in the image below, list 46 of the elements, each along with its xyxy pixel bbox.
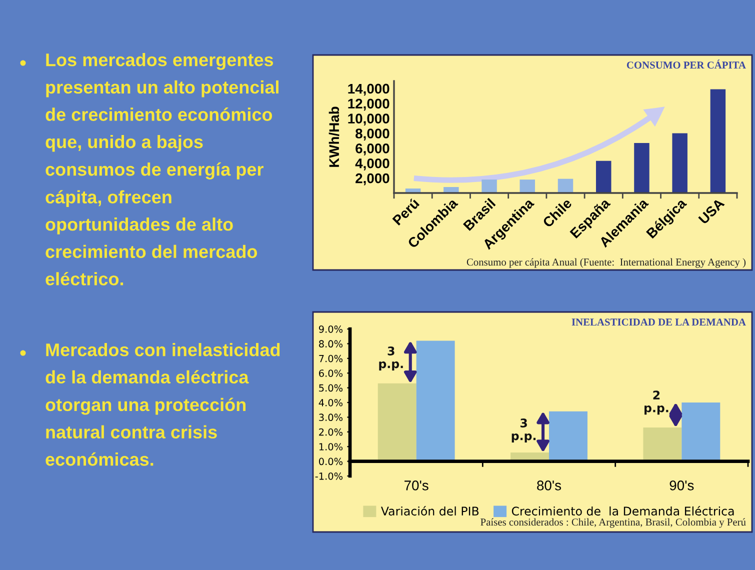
legend-label: Variación del PIB — [380, 506, 479, 516]
x-tick-label: 70's — [404, 480, 428, 490]
text: Mercados con inelasticidad de la demanda eléctrica otorgan una protección natural contra crisis económicas. — [46, 343, 280, 466]
y-tick-label: 0.0% — [319, 458, 343, 466]
chart-title: INELASTICIDAD DE LA DEMANDA — [572, 318, 746, 326]
y-tick-label: 7.0% — [319, 354, 343, 362]
bar — [558, 178, 574, 193]
x-tick-label: USA — [698, 198, 725, 225]
chart-title: CONSUMO PER CÁPITA — [626, 60, 746, 69]
y-tick-label: 3.0% — [319, 414, 343, 422]
y-tick-label: 10,000 — [348, 114, 390, 126]
y-tick-label: 1.0% — [319, 443, 343, 450]
bar — [549, 411, 588, 462]
y-tick-label: 4.0% — [318, 398, 343, 406]
y-tick-label: 12,000 — [348, 98, 390, 111]
y-tick-label: 2,000 — [356, 173, 390, 186]
bar — [596, 160, 612, 193]
bar — [378, 383, 416, 462]
bar — [710, 89, 726, 193]
y-tick-label: 4,000 — [355, 158, 390, 170]
text: Los mercados emergentes presentan un alto potencial de crecimiento económico que, unido a bajos consumos de energía per cápita, ofrecen oportunidades de alto crecimiento del mercado eléctrico. — [46, 53, 278, 286]
y-tick-label: 6,000 — [356, 144, 390, 156]
x-tick-label: 80's — [537, 480, 562, 490]
legend-label: Crecimiento de la Demanda Eléctrica — [512, 506, 734, 516]
annotation: 3 p.p. — [512, 418, 536, 443]
bar — [634, 142, 650, 193]
bar — [482, 180, 497, 193]
text: Países considerados : Chile, Argentina, Brasil, Colombia y Perú — [480, 518, 746, 528]
bar — [520, 180, 536, 193]
y-tick-label: 6.0% — [319, 370, 343, 377]
y-tick-label: 2.0% — [319, 428, 343, 436]
y-tick-label: 5.0% — [319, 384, 343, 392]
y-tick-label: -1.0% — [315, 472, 343, 480]
bar — [672, 133, 688, 193]
y-tick-label: 8,000 — [356, 128, 390, 140]
text: Consumo per cápita Anual (Fuente: International Energy Agency ) — [466, 258, 746, 268]
annotation: 3 p.p. — [379, 346, 403, 370]
bar — [416, 340, 455, 462]
y-tick-label: 14,000 — [348, 84, 390, 96]
y-tick-label: 9.0% — [318, 325, 343, 333]
bar — [643, 427, 682, 462]
annotation: 2 p.p. — [644, 390, 668, 415]
y-tick-label: 8.0% — [319, 340, 343, 348]
bar — [682, 402, 720, 462]
x-tick-label: 90's — [670, 480, 694, 490]
y-axis-title: KWh/Hab — [328, 106, 340, 167]
